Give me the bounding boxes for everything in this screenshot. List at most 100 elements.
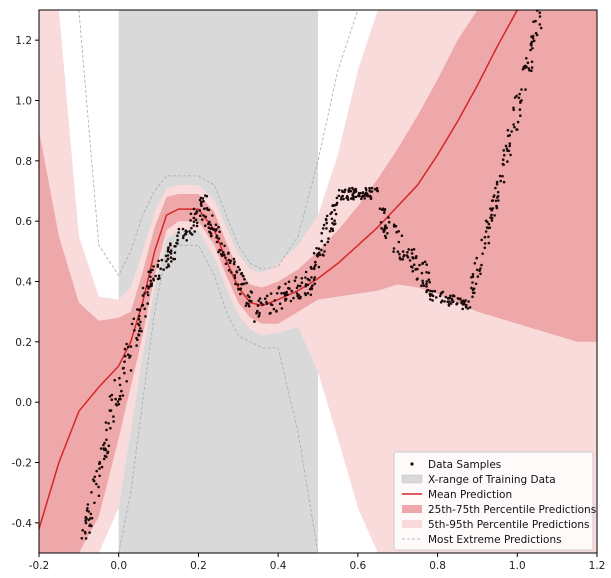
data-point — [156, 263, 160, 267]
data-point — [209, 227, 213, 230]
data-point — [471, 281, 474, 284]
data-point — [520, 88, 523, 91]
data-point — [507, 149, 511, 153]
data-point — [95, 469, 98, 473]
data-point — [275, 292, 279, 295]
data-point — [192, 224, 195, 227]
data-point — [294, 276, 298, 279]
data-point — [198, 198, 202, 202]
data-point — [529, 48, 532, 52]
data-point — [506, 128, 510, 132]
data-point — [444, 295, 448, 299]
data-point — [471, 275, 475, 279]
data-point — [538, 15, 542, 18]
data-point — [173, 244, 176, 248]
data-point — [209, 232, 213, 235]
data-point — [530, 60, 534, 64]
data-point — [234, 282, 237, 286]
data-point — [135, 336, 138, 340]
data-point — [156, 277, 160, 281]
data-point — [439, 292, 443, 296]
data-point — [257, 315, 261, 318]
data-point — [412, 256, 415, 260]
data-point — [312, 251, 316, 255]
data-point — [429, 294, 432, 298]
data-point — [494, 186, 497, 190]
data-point — [329, 227, 333, 230]
data-point — [435, 296, 438, 299]
data-point — [84, 521, 88, 525]
data-point — [253, 320, 256, 323]
data-point — [261, 303, 264, 306]
data-point — [297, 296, 301, 300]
data-point — [199, 203, 203, 206]
data-point — [162, 268, 165, 271]
data-point — [331, 221, 334, 225]
data-point — [217, 237, 221, 240]
data-point — [313, 282, 317, 286]
data-point — [431, 290, 435, 293]
data-point — [433, 289, 437, 293]
data-point — [98, 460, 101, 464]
data-point — [532, 39, 536, 43]
data-point — [412, 263, 416, 267]
data-point — [144, 315, 147, 318]
data-point — [398, 256, 402, 260]
data-point — [418, 263, 421, 267]
data-point — [446, 300, 450, 304]
y-tick-label: 0.8 — [15, 156, 32, 168]
data-point — [538, 11, 542, 14]
data-point — [255, 311, 258, 315]
data-point — [407, 248, 411, 251]
data-point — [86, 503, 90, 506]
data-point — [392, 247, 396, 250]
data-point — [420, 271, 424, 275]
data-point — [431, 294, 435, 298]
data-point — [333, 219, 336, 222]
data-point — [468, 306, 472, 309]
data-point — [331, 229, 335, 233]
data-point — [110, 398, 114, 402]
data-point — [531, 37, 535, 40]
data-point — [354, 195, 358, 199]
data-point — [421, 261, 425, 265]
data-point — [341, 190, 344, 193]
data-point — [223, 244, 226, 248]
data-point — [467, 300, 470, 303]
data-point — [526, 61, 530, 65]
data-point — [137, 317, 141, 321]
data-point — [462, 303, 466, 306]
data-point — [478, 269, 481, 273]
data-point — [103, 441, 106, 445]
data-point — [476, 275, 480, 278]
data-point — [89, 512, 93, 516]
data-point — [287, 286, 290, 290]
data-point — [83, 530, 87, 534]
data-point — [490, 213, 493, 217]
data-point — [209, 234, 213, 238]
data-point — [137, 329, 141, 333]
data-point — [487, 241, 491, 245]
data-point — [410, 248, 414, 252]
y-tick-label: -0.4 — [12, 518, 33, 530]
data-point — [521, 67, 525, 71]
data-point — [361, 191, 365, 194]
data-point — [440, 299, 444, 303]
data-point — [313, 265, 316, 269]
data-point — [321, 253, 325, 256]
data-point — [244, 304, 248, 308]
data-point — [471, 295, 474, 299]
data-point — [394, 224, 398, 228]
data-point — [170, 260, 173, 263]
data-point — [149, 279, 152, 283]
data-point — [185, 239, 188, 242]
data-point — [209, 223, 212, 226]
data-point — [392, 250, 395, 253]
data-point — [117, 402, 121, 406]
data-point — [296, 284, 300, 288]
data-point — [314, 260, 317, 264]
data-point — [333, 208, 336, 212]
data-point — [327, 237, 330, 240]
data-point — [423, 260, 427, 264]
data-point — [278, 285, 281, 289]
